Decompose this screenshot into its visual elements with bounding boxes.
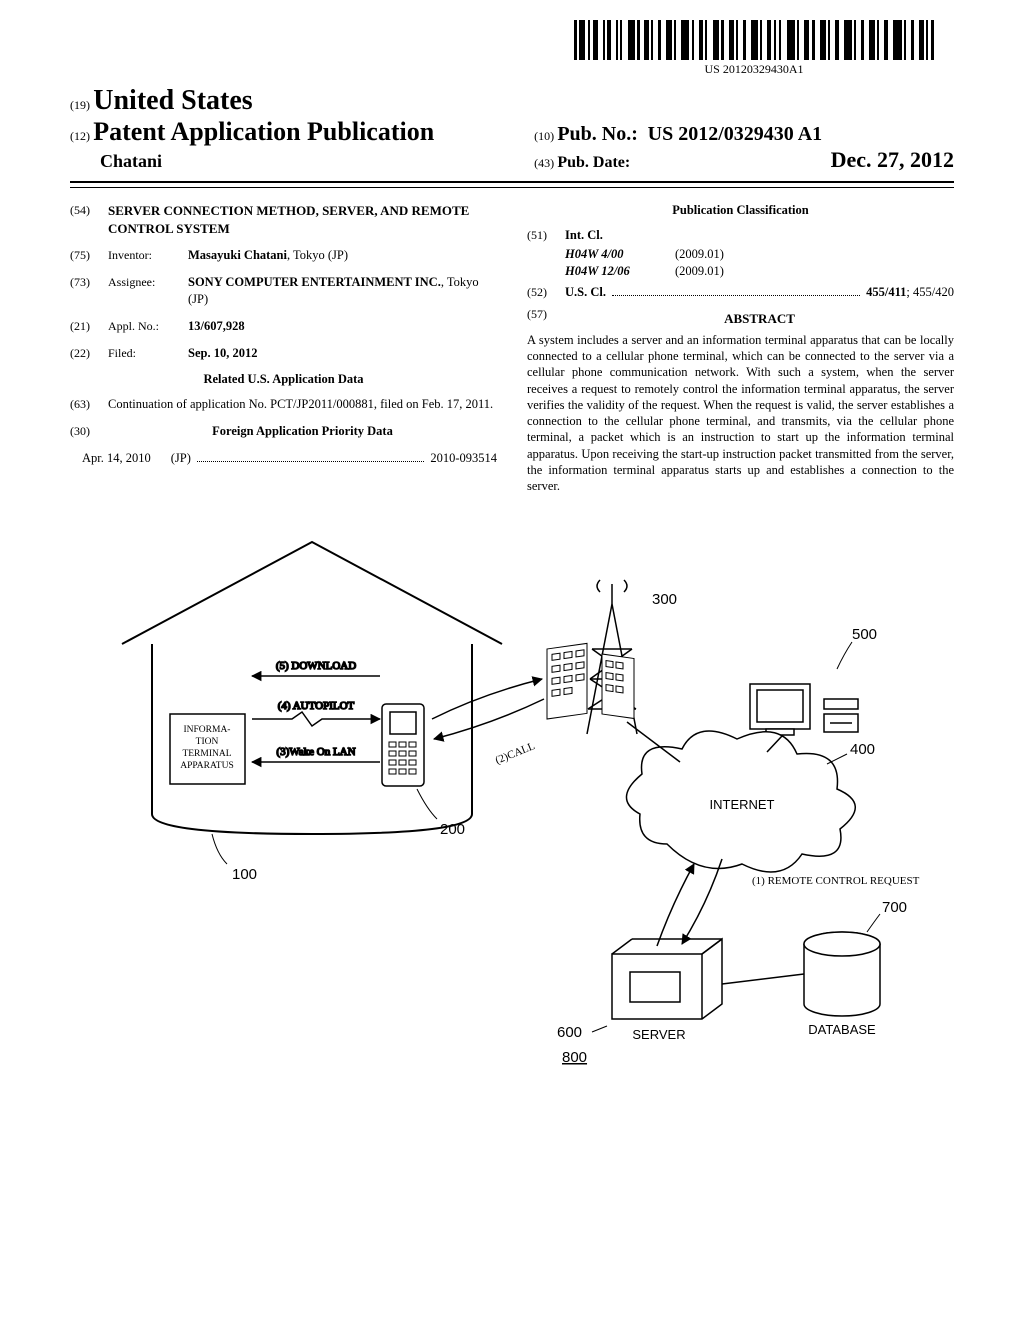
filed-date: Sep. 10, 2012	[188, 345, 497, 362]
pubdate-label: Pub. Date:	[557, 154, 630, 172]
continuation-text: Continuation of application No. PCT/JP20…	[108, 396, 497, 413]
server-box	[612, 939, 722, 1019]
code-43: (43)	[534, 156, 554, 171]
pubno-label: Pub. No.:	[557, 123, 638, 145]
pubno: US 2012/0329430 A1	[648, 123, 822, 145]
dotted-leader-2	[612, 286, 860, 296]
call-label: (2)CALL	[494, 740, 537, 767]
database-cylinder	[804, 932, 880, 1016]
ref-100: 100	[232, 866, 257, 883]
ref-600: 600	[557, 1024, 582, 1041]
code-21: (21)	[70, 318, 108, 335]
info-term-l1: INFORMA-	[184, 725, 231, 735]
internet-label: INTERNET	[710, 797, 775, 812]
pc-terminal	[750, 684, 858, 735]
pub-type: Patent Application Publication	[93, 117, 434, 146]
divider-thin	[70, 187, 954, 188]
code-57: (57)	[527, 306, 565, 332]
inventor-label: Inventor:	[108, 247, 188, 264]
code-12: (12)	[70, 129, 90, 144]
dotted-leader	[197, 452, 424, 462]
info-terminal-box: INFORMA- TION TERMINAL APPARATUS	[170, 714, 245, 784]
patent-title: SERVER CONNECTION METHOD, SERVER, AND RE…	[108, 202, 497, 237]
inventor-name: Masayuki Chatani	[188, 248, 287, 262]
biblio-columns: (54) SERVER CONNECTION METHOD, SERVER, A…	[70, 202, 954, 494]
wol-label: (3)Wake On LAN	[276, 746, 355, 758]
author: Chatani	[100, 151, 162, 171]
code-10: (10)	[534, 129, 554, 143]
autopilot-label: (4) AUTOPILOT	[278, 700, 355, 712]
info-term-l2: TION	[196, 737, 219, 747]
figure-diagram: INFORMA- TION TERMINAL APPARATUS 100	[70, 514, 954, 1074]
code-19: (19)	[70, 98, 90, 113]
ref-800: 800	[562, 1049, 587, 1066]
uscl-rest: ; 455/420	[906, 284, 954, 301]
assignee-label: Assignee:	[108, 274, 188, 308]
uscl-label: U.S. Cl.	[565, 284, 606, 301]
database-label: DATABASE	[808, 1022, 876, 1037]
pubclass-heading: Publication Classification	[527, 202, 954, 219]
inventor-loc: , Tokyo (JP)	[287, 248, 348, 262]
ref-200: 200	[440, 821, 465, 838]
right-column: Publication Classification (51) Int. Cl.…	[527, 202, 954, 494]
foreign-no: 2010-093514	[430, 450, 497, 467]
ref-300: 300	[652, 591, 677, 608]
remote-req-label: (1) REMOTE CONTROL REQUEST	[752, 875, 920, 887]
intcl-2-ver: (2009.01)	[675, 263, 724, 280]
server-label: SERVER	[632, 1027, 685, 1042]
related-heading: Related U.S. Application Data	[70, 371, 497, 388]
left-column: (54) SERVER CONNECTION METHOD, SERVER, A…	[70, 202, 497, 494]
code-52: (52)	[527, 284, 565, 300]
code-30: (30)	[70, 423, 108, 440]
foreign-date: Apr. 14, 2010	[82, 450, 151, 467]
phone-device	[382, 704, 424, 786]
ref-400: 400	[850, 741, 875, 758]
intcl-2: H04W 12/06	[565, 263, 675, 280]
abstract-text: A system includes a server and an inform…	[527, 332, 954, 495]
code-51: (51)	[527, 227, 565, 244]
uscl-main: 455/411	[866, 284, 906, 301]
foreign-heading: Foreign Application Priority Data	[108, 423, 497, 440]
country: United States	[93, 85, 252, 116]
divider-thick	[70, 181, 954, 183]
code-73: (73)	[70, 274, 108, 308]
abstract-heading: ABSTRACT	[565, 310, 954, 328]
applno-label: Appl. No.:	[108, 318, 188, 335]
ref-500: 500	[852, 626, 877, 643]
applno: 13/607,928	[188, 318, 497, 335]
code-63: (63)	[70, 396, 108, 413]
barcode: US 20120329430A1	[574, 20, 934, 77]
assignee-name: SONY COMPUTER ENTERTAINMENT INC.	[188, 275, 441, 289]
intcl-label: Int. Cl.	[565, 227, 954, 244]
info-term-l4: APPARATUS	[180, 761, 234, 771]
intcl-1: H04W 4/00	[565, 246, 675, 263]
code-54: (54)	[70, 202, 108, 237]
info-term-l3: TERMINAL	[182, 749, 231, 759]
code-75: (75)	[70, 247, 108, 264]
barcode-label: US 20120329430A1	[574, 62, 934, 77]
filed-label: Filed:	[108, 345, 188, 362]
ref-700: 700	[882, 899, 907, 916]
intcl-1-ver: (2009.01)	[675, 246, 724, 263]
foreign-cc: (JP)	[171, 450, 191, 467]
code-22: (22)	[70, 345, 108, 362]
house-shape	[122, 542, 502, 834]
barcode-region: US 20120329430A1	[70, 20, 954, 77]
header: (19) United States (12) Patent Applicati…	[70, 85, 954, 173]
download-label: (5) DOWNLOAD	[276, 660, 356, 672]
pubdate: Dec. 27, 2012	[831, 147, 954, 173]
